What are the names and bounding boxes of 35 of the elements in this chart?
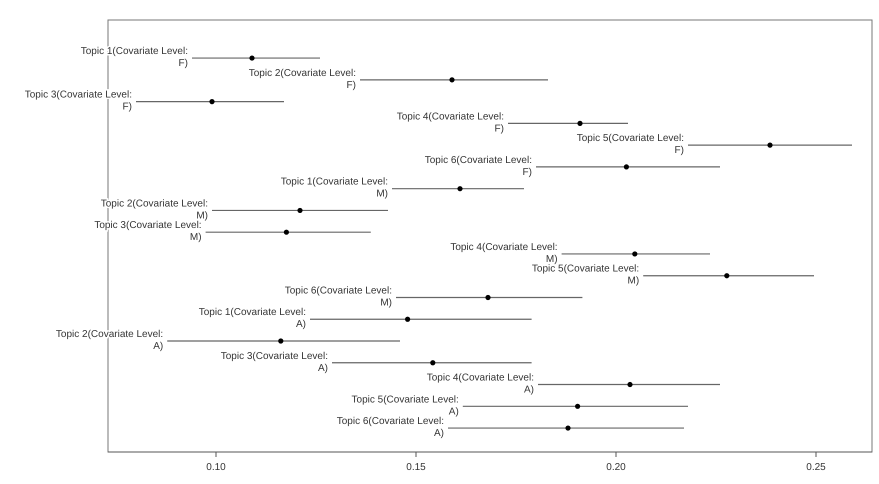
y-tick-label: Topic 4(Covariate Level: M)	[450, 242, 558, 265]
y-tick-label: Topic 5(Covariate Level: A)	[352, 394, 459, 418]
y-tick-label: Topic 1(Covariate Level: A)	[198, 307, 306, 330]
y-tick-label: Topic 3(Covariate Level: A)	[220, 350, 328, 374]
point	[284, 230, 289, 235]
point	[249, 55, 255, 61]
x-tick-label: 0.25	[806, 462, 826, 473]
y-tick-label: Topic 4(Covariate Level: A)	[426, 372, 534, 396]
point	[724, 273, 730, 278]
y-tick-label: Topic 4(Covariate Level: F)	[396, 111, 504, 134]
x-tick-label: 0.20	[606, 462, 626, 473]
y-tick-label: Topic 5(Covariate Level: M)	[532, 264, 640, 287]
y-tick-label: Topic 2(Covariate Level: F)	[248, 68, 356, 91]
point	[209, 99, 215, 104]
point	[575, 404, 580, 409]
x-tick-label: 0.10	[206, 462, 226, 473]
y-tick-label: Topic 6(Covariate Level: A)	[336, 416, 444, 440]
point	[624, 164, 629, 170]
y-tick-label: Topic 5(Covariate Level: F)	[576, 133, 684, 156]
x-tick-label: 0.15	[406, 462, 426, 473]
y-tick-label: Topic 6(Covariate Level: M)	[284, 285, 392, 308]
point	[278, 338, 284, 344]
point	[449, 77, 455, 82]
point	[297, 208, 303, 214]
point	[767, 142, 773, 148]
point	[632, 251, 638, 257]
y-tick-label: Topic 1(Covariate Level: M)	[280, 176, 388, 200]
point	[565, 425, 571, 431]
point	[485, 294, 491, 300]
point	[405, 316, 410, 322]
point	[627, 382, 633, 388]
point	[577, 120, 583, 126]
y-tick-label: Topic 6(Covariate Level: F)	[424, 154, 532, 178]
point	[457, 186, 463, 192]
point	[430, 360, 436, 366]
